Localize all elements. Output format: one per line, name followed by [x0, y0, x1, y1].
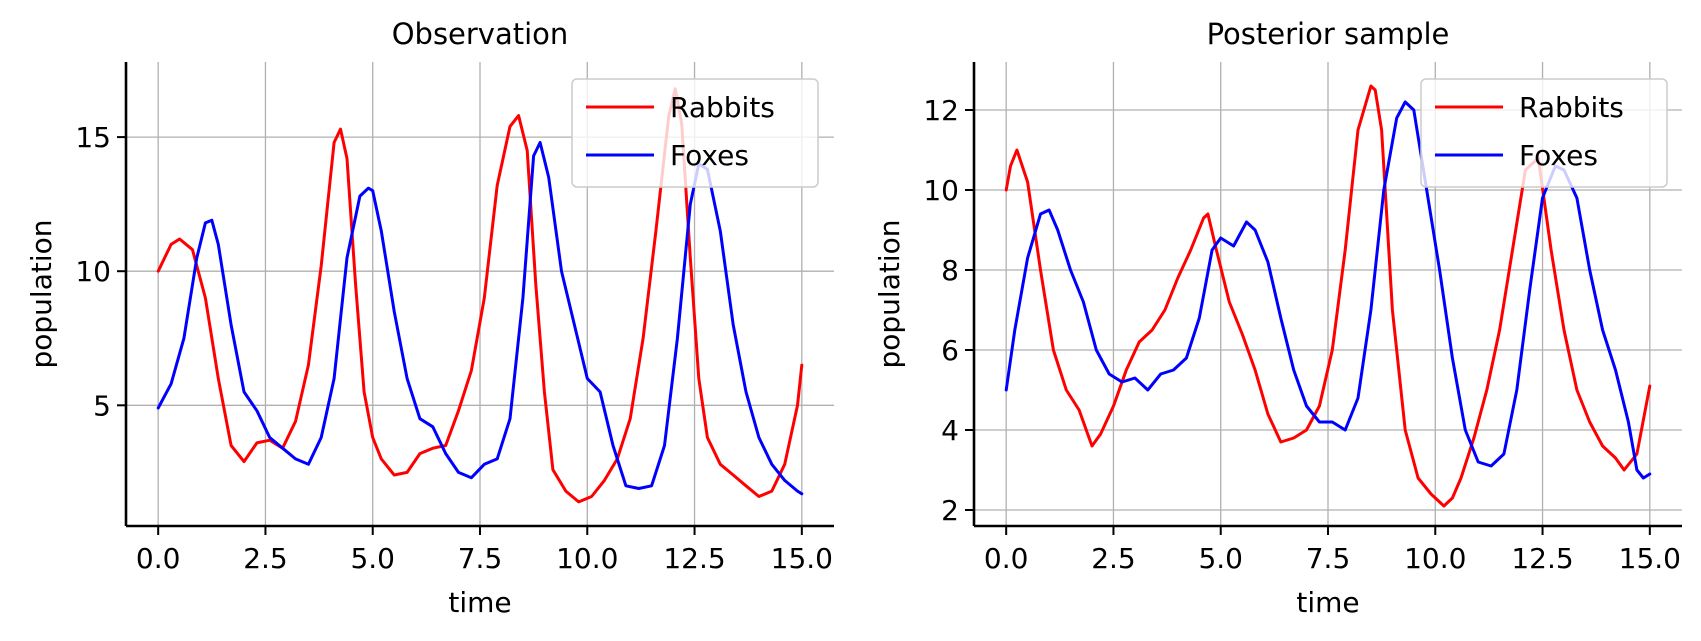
- chart-title: Posterior sample: [1207, 17, 1450, 51]
- legend: Rabbits Foxes: [571, 78, 819, 188]
- x-tick-label: 10.0: [1404, 542, 1466, 575]
- y-tick-label: 12: [923, 94, 959, 127]
- x-tick-label: 0.0: [984, 542, 1029, 575]
- x-tick-label: 15.0: [1619, 542, 1681, 575]
- y-tick-label: 8: [941, 254, 959, 287]
- legend-label-rabbits: Rabbits: [670, 91, 775, 124]
- x-tick-label: 10.0: [556, 542, 618, 575]
- y-tick-label: 10: [75, 255, 111, 288]
- x-axis-label: time: [448, 586, 511, 619]
- x-tick-label: 15.0: [771, 542, 833, 575]
- x-tick-label: 5.0: [350, 542, 395, 575]
- y-axis-label: population: [873, 220, 906, 369]
- y-tick-label: 15: [75, 121, 111, 154]
- x-tick-label: 2.5: [243, 542, 288, 575]
- y-tick-label: 2: [941, 494, 959, 527]
- x-tick-label: 2.5: [1091, 542, 1136, 575]
- x-tick-label: 0.0: [136, 542, 181, 575]
- x-tick-label: 7.5: [1306, 542, 1351, 575]
- x-tick-label: 12.5: [1511, 542, 1573, 575]
- y-tick-label: 10: [923, 174, 959, 207]
- y-tick-label: 5: [93, 389, 111, 422]
- posterior-sample-panel: 0.0 2.5 5.0 7.5 10.0 12.5 15.0 2 4 6 8 10 12 Posterio…: [873, 17, 1682, 619]
- y-axis-label: population: [25, 220, 58, 369]
- x-tick-label: 7.5: [458, 542, 503, 575]
- legend: Rabbits Foxes: [1420, 78, 1668, 188]
- y-tick-label: 4: [941, 414, 959, 447]
- chart-title: Observation: [392, 17, 569, 51]
- x-tick-label: 5.0: [1198, 542, 1243, 575]
- legend-label-rabbits: Rabbits: [1519, 91, 1624, 124]
- legend-label-foxes: Foxes: [670, 139, 749, 172]
- x-axis-label: time: [1296, 586, 1359, 619]
- legend-label-foxes: Foxes: [1519, 139, 1598, 172]
- y-tick-label: 6: [941, 334, 959, 367]
- observation-panel: 0.0 2.5 5.0 7.5 10.0 12.5 15.0 5 10 15 Observation…: [25, 17, 834, 619]
- x-tick-label: 12.5: [663, 542, 725, 575]
